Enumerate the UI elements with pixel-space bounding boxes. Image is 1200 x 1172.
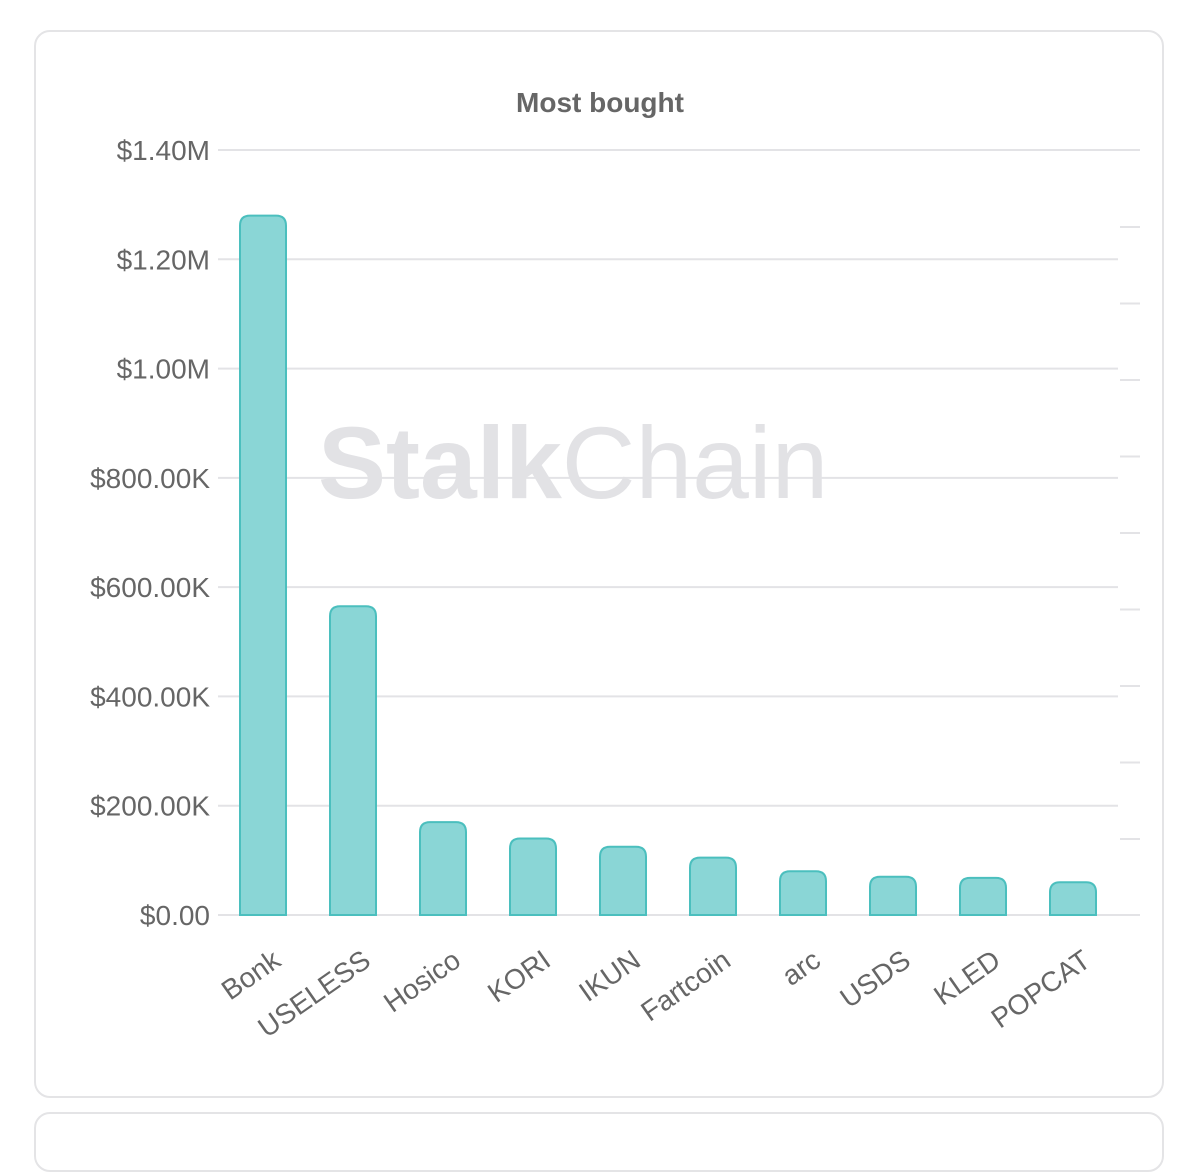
bar-ikun[interactable]: [599, 845, 647, 916]
x-tick-label: Fartcoin: [635, 944, 736, 1027]
chart-title: Most bought: [516, 87, 684, 118]
x-tick-label: KLED: [928, 944, 1006, 1011]
watermark-light: Chain: [562, 406, 829, 520]
bar-usds[interactable]: [869, 875, 917, 916]
bar-kled[interactable]: [959, 876, 1007, 916]
y-tick-label: $200.00K: [90, 791, 210, 822]
bar-fartcoin[interactable]: [689, 856, 737, 916]
chart-card: [34, 30, 1164, 1098]
x-tick-label: IKUN: [573, 944, 646, 1008]
x-tick-label: Hosico: [378, 944, 466, 1018]
y-tick-label: $1.20M: [117, 244, 210, 275]
y-tick-label: $400.00K: [90, 681, 210, 712]
x-tick-label: POPCAT: [986, 944, 1096, 1034]
y-tick-label: $800.00K: [90, 463, 210, 494]
bar-hosico[interactable]: [419, 821, 467, 916]
x-tick-label: KORI: [482, 944, 556, 1009]
y-axis-ticks: $0.00 $200.00K $400.00K $600.00K $800.00K $1.…: [90, 135, 210, 931]
y-tick-label: $0.00: [140, 900, 210, 931]
y-tick-label: $1.40M: [117, 135, 210, 166]
bar-arc[interactable]: [779, 870, 827, 916]
bar-bonk[interactable]: [239, 214, 287, 916]
y-tick-label: $1.00M: [117, 354, 210, 385]
y-tick-label: $600.00K: [90, 572, 210, 603]
bar-useless[interactable]: [329, 605, 377, 916]
bar-kori[interactable]: [509, 837, 557, 916]
bars: [239, 214, 1097, 916]
bar-popcat[interactable]: [1049, 881, 1097, 916]
watermark-bold: Stalk: [318, 406, 562, 520]
x-tick-label: Bonk: [216, 943, 287, 1006]
bar-chart: StalkChain Most bought $0.00 $200.00K $400…: [90, 87, 1140, 1043]
x-tick-label: USDS: [834, 944, 916, 1014]
x-tick-label: arc: [776, 944, 826, 992]
watermark: StalkChain: [318, 406, 828, 520]
svg-text:StalkChain: StalkChain: [318, 406, 828, 520]
